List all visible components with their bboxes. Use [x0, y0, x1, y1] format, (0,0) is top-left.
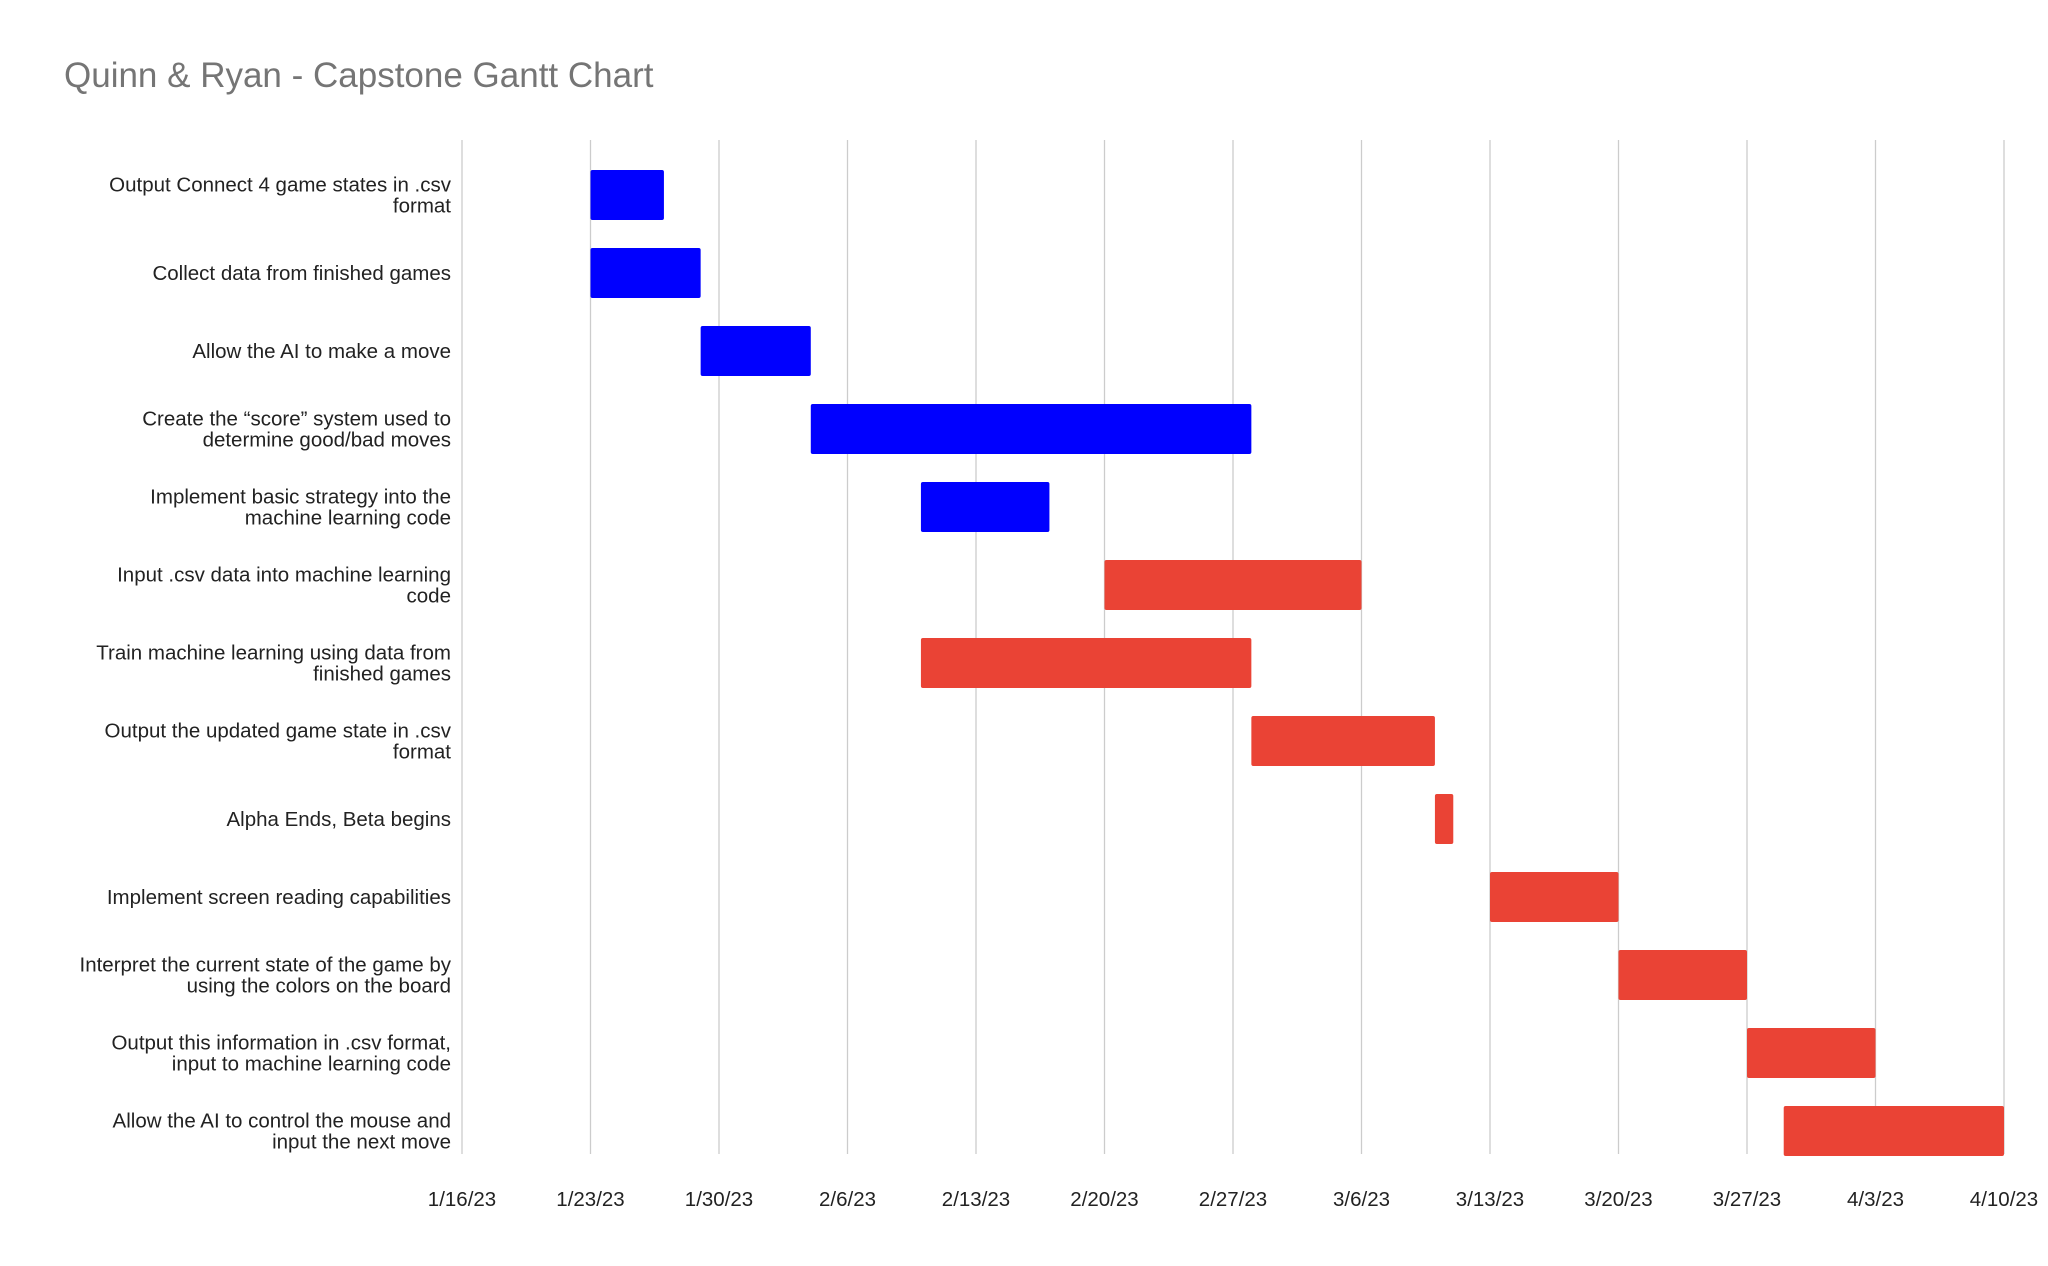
x-tick-label: 3/27/23 — [1713, 1188, 1781, 1211]
x-tick-label: 2/20/23 — [1070, 1188, 1138, 1211]
x-tick-label: 1/23/23 — [556, 1188, 624, 1211]
x-tick-label: 4/3/23 — [1847, 1188, 1904, 1211]
task-bar — [810, 404, 1252, 454]
task-bar — [590, 248, 701, 298]
task-label: format — [393, 741, 451, 764]
task-bar — [1434, 794, 1454, 844]
x-tick-label: 3/13/23 — [1456, 1188, 1524, 1211]
task-label: Output this information in .csv format, — [111, 1032, 451, 1055]
task-bar — [920, 482, 1050, 532]
task-label: input the next move — [272, 1131, 451, 1154]
task-label: using the colors on the board — [187, 975, 451, 998]
x-tick-label: 4/10/23 — [1970, 1188, 2038, 1211]
task-bar — [920, 638, 1252, 688]
task-bar — [1251, 716, 1435, 766]
x-tick-label: 3/6/23 — [1333, 1188, 1390, 1211]
task-bar — [1747, 1028, 1876, 1078]
task-label: Output Connect 4 game states in .csv — [109, 174, 452, 197]
task-bar — [1104, 560, 1362, 610]
task-label: Implement screen reading capabilities — [107, 886, 451, 909]
task-bar — [1783, 1106, 2004, 1156]
x-tick-label: 3/20/23 — [1584, 1188, 1652, 1211]
task-label: Allow the AI to control the mouse and — [113, 1110, 451, 1133]
chart-title: Quinn & Ryan - Capstone Gantt Chart — [64, 56, 654, 95]
x-tick-label: 1/30/23 — [685, 1188, 753, 1211]
x-tick-label: 2/27/23 — [1199, 1188, 1267, 1211]
task-bar — [700, 326, 811, 376]
x-tick-label: 2/6/23 — [819, 1188, 876, 1211]
task-label: Interpret the current state of the game … — [80, 954, 452, 977]
task-label: code — [407, 585, 451, 608]
x-tick-label: 1/16/23 — [428, 1188, 496, 1211]
task-label: Create the “score” system used to — [142, 408, 451, 431]
task-label: input to machine learning code — [172, 1053, 451, 1076]
task-label: Collect data from finished games — [152, 262, 451, 285]
x-tick-label: 2/13/23 — [942, 1188, 1010, 1211]
task-label: Output the updated game state in .csv — [105, 720, 452, 743]
task-label: Implement basic strategy into the — [150, 486, 451, 509]
task-bar — [590, 170, 664, 220]
task-label: format — [393, 195, 451, 218]
task-label: machine learning code — [245, 507, 451, 530]
task-label: Allow the AI to make a move — [192, 340, 451, 363]
task-label: finished games — [313, 663, 451, 686]
task-label: Alpha Ends, Beta begins — [226, 808, 451, 831]
task-bar — [1490, 872, 1619, 922]
task-label: Input .csv data into machine learning — [117, 564, 451, 587]
task-label: Train machine learning using data from — [96, 642, 451, 665]
task-bar — [1618, 950, 1747, 1000]
task-label: determine good/bad moves — [203, 429, 451, 452]
